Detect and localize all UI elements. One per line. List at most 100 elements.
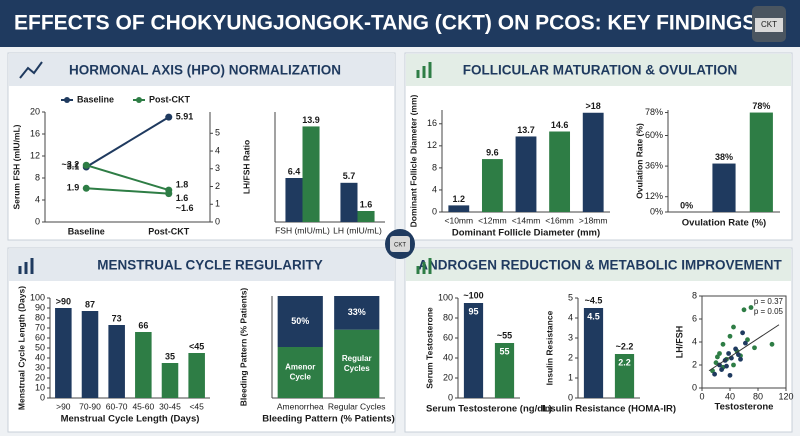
y-tick-label: 4 <box>432 184 437 194</box>
point <box>733 346 738 352</box>
annotation: ~4.5 <box>585 295 603 305</box>
x-tick-label: 120 <box>778 391 793 401</box>
x-tick-label: <16mm <box>545 215 574 225</box>
panel-icon <box>19 61 43 79</box>
bar <box>582 112 604 212</box>
y-axis-title: Dominant Follicle Diameter (mm) <box>408 94 418 227</box>
bar <box>285 178 303 222</box>
y-tick-label: 30 <box>35 362 45 372</box>
bar <box>277 347 323 398</box>
x-tick-label: 40 <box>725 391 735 401</box>
y-axis-title: LH/FSH Ratio <box>241 140 251 194</box>
data-label: 13.9 <box>302 115 320 125</box>
y-tick-label: 8 <box>432 162 437 172</box>
y-tick-label: 60% <box>645 130 663 140</box>
data-label: 6.4 <box>288 166 301 176</box>
x-tick-label: <10mm <box>445 215 474 225</box>
data-label: 66 <box>138 320 148 330</box>
x-tick-label: 0 <box>699 391 704 401</box>
data-label: 5.91 <box>176 112 194 122</box>
bar <box>55 308 72 398</box>
point <box>82 184 90 192</box>
x-tick-label: Regular Cycles <box>328 401 386 411</box>
y-tick-label: 0 <box>432 206 437 216</box>
data-label: 14.6 <box>551 120 569 130</box>
point <box>752 345 757 351</box>
point <box>727 333 733 339</box>
data-label: 1.6 <box>360 199 373 209</box>
point <box>717 351 722 356</box>
data-label: 0% <box>680 200 693 210</box>
annotation: p = 0.37 <box>754 297 784 306</box>
x-axis-title: Dominant Follicle Diameter (mm) <box>452 228 600 239</box>
y-tick-label: 1 <box>568 372 573 382</box>
page-title: EFFECTS OF CHOKYUNGJONGOK-TANG (CKT) ON … <box>14 12 756 35</box>
bar <box>135 332 152 398</box>
panel-header <box>9 249 394 281</box>
segment-label: Cycle <box>290 373 312 382</box>
bar <box>712 163 736 212</box>
y-tick-label: 16 <box>427 118 437 128</box>
y-tick-label: 12% <box>645 191 663 201</box>
bar <box>749 112 773 212</box>
y-tick-label: 10 <box>35 382 45 392</box>
panel-title: ANDROGEN REDUCTION & METABOLIC IMPROVEME… <box>418 258 782 273</box>
bar <box>463 303 484 398</box>
y-tick-label: 2 <box>568 352 573 362</box>
legend-marker <box>136 97 142 103</box>
point <box>715 354 720 360</box>
bar <box>549 131 571 212</box>
y-tick-label: 8 <box>35 172 40 182</box>
series-line <box>85 164 170 192</box>
y-tick-label: 78% <box>645 107 663 117</box>
point <box>713 360 719 366</box>
point <box>719 367 724 372</box>
panel-icon <box>416 258 432 274</box>
y-tick-label: 3 <box>568 332 573 342</box>
x-tick-label: >90 <box>56 401 71 411</box>
x-tick-label: <14mm <box>512 215 541 225</box>
center-badge-text: CKT <box>394 243 406 249</box>
y-axis-title: Serum FSH (mIU/mL) <box>11 124 21 209</box>
x-tick-label: 45-60 <box>132 401 154 411</box>
annotation: ~1.6 <box>176 203 194 213</box>
bar <box>448 205 470 212</box>
data-label: >90 <box>56 296 71 306</box>
annotation: ~100 <box>463 290 483 300</box>
y-tick-label: 20 <box>443 372 453 382</box>
y-tick-label: 0% <box>650 206 663 216</box>
bar <box>302 126 320 222</box>
x-axis-title: Ovulation Rate (%) <box>682 218 766 229</box>
bar <box>583 308 604 398</box>
y-axis-title: LH/FSH <box>674 326 684 359</box>
panel-header <box>9 54 394 86</box>
panel-title: FOLLICULAR MATURATION & OVULATION <box>463 63 737 78</box>
point <box>748 305 754 310</box>
series-line <box>85 116 170 168</box>
point <box>712 371 717 377</box>
y-tick-label: 16 <box>30 128 40 138</box>
y-tick-label: 80 <box>443 312 453 322</box>
y-axis-title: Insulin Resistance <box>544 310 554 385</box>
annotation: ~2.2 <box>616 341 634 351</box>
y-axis-title: Bleeding Pattern (% Patients) <box>238 288 248 407</box>
legend-label: Baseline <box>77 94 114 104</box>
y-tick-label: 100 <box>30 292 45 302</box>
data-label: 87 <box>85 299 95 309</box>
data-label: 2.2 <box>618 357 631 367</box>
y-tick-label: 0 <box>40 392 45 402</box>
bar <box>357 211 375 222</box>
segment-label: Cycles <box>344 364 370 373</box>
data-label: 1.2 <box>453 194 466 204</box>
legend-label: Post-CKT <box>149 94 190 104</box>
data-label: >18 <box>586 101 601 111</box>
y-tick-label: 4 <box>568 312 573 322</box>
bar <box>515 136 537 212</box>
annotation: p = 0.05 <box>754 307 784 316</box>
y-tick-label: 8 <box>692 290 697 300</box>
data-label: 38% <box>715 152 733 162</box>
y-tick-label: 60 <box>35 332 45 342</box>
y-tick-label: 100 <box>438 292 453 302</box>
point <box>720 341 726 347</box>
data-label: 9.6 <box>486 147 499 157</box>
